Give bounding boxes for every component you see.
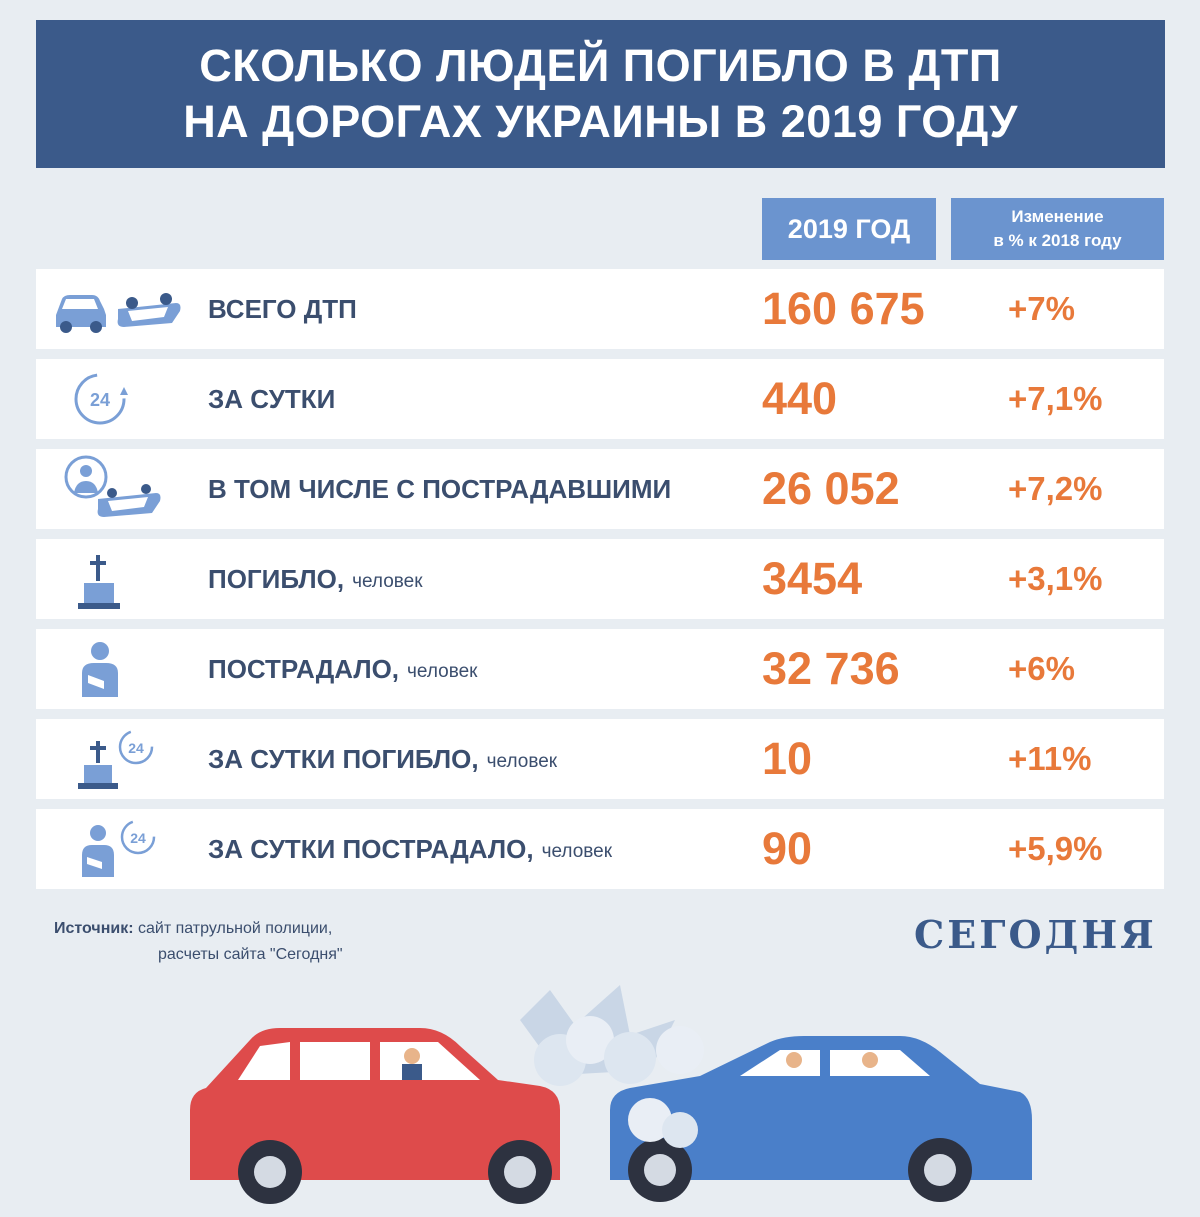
- grave-24-icon: 24: [78, 729, 154, 789]
- svg-text:24: 24: [90, 390, 110, 410]
- row-label-text: ПОСТРАДАЛО,: [208, 653, 400, 684]
- title-line-1: СКОЛЬКО ЛЮДЕЙ ПОГИБЛО В ДТП: [199, 40, 1002, 91]
- column-header-change: Изменение в % к 2018 году: [951, 198, 1164, 260]
- table-row: ВСЕГО ДТП 160 675 +7%: [36, 269, 1164, 349]
- change-header-line-2: в % к 2018 году: [993, 231, 1122, 250]
- table-row: В ТОМ ЧИСЛЕ С ПОСТРАДАВШИМИ 26 052 +7,2%: [36, 449, 1164, 529]
- source-line-2: расчеты сайта "Сегодня": [158, 946, 343, 963]
- row-change-pct: +6%: [1008, 650, 1075, 687]
- row-change-pct: +11%: [1008, 740, 1092, 777]
- column-header-2019: 2019 ГОД: [762, 198, 936, 260]
- crashed-cars-icon: [56, 293, 181, 333]
- row-value-2019: 26 052: [762, 463, 900, 514]
- svg-text:24: 24: [128, 740, 144, 756]
- row-change-pct: +7,2%: [1008, 470, 1103, 507]
- row-label-text: ЗА СУТКИ ПОСТРАДАЛО,: [208, 833, 534, 864]
- row-label: ПОГИБЛО, человек: [208, 539, 423, 619]
- row-label-text: ПОГИБЛО,: [208, 563, 345, 594]
- row-change-pct: +5,9%: [1008, 830, 1103, 867]
- table-row: 24 ЗА СУТКИ 440 +7,1%: [36, 359, 1164, 439]
- title-banner: СКОЛЬКО ЛЮДЕЙ ПОГИБЛО В ДТП НА ДОРОГАХ У…: [36, 20, 1165, 168]
- change-header-line-1: Изменение: [1011, 207, 1104, 226]
- row-unit: человек: [486, 751, 558, 772]
- row-value-2019: 160 675: [762, 283, 925, 334]
- row-change-pct: +7%: [1008, 290, 1075, 327]
- title-line-2: НА ДОРОГАХ УКРАИНЫ В 2019 ГОДУ: [183, 96, 1018, 147]
- row-label: ЗА СУТКИ ПОСТРАДАЛО, человек: [208, 809, 612, 889]
- row-unit: человек: [407, 661, 478, 682]
- row-value-2019: 440: [762, 373, 838, 424]
- row-label: ЗА СУТКИ ПОГИБЛО, человек: [208, 719, 557, 799]
- source-note: Источник: сайт патрульной полиции, расче…: [54, 916, 414, 968]
- row-value-2019: 32 736: [762, 643, 900, 694]
- row-value-2019: 10: [762, 733, 813, 784]
- table-row: 24 ЗА СУТКИ ПОСТРАДАЛО, человек 90 +5,9%: [36, 809, 1164, 889]
- row-label-text: В ТОМ ЧИСЛЕ С ПОСТРАДАВШИМИ: [208, 473, 672, 504]
- car-crash-illustration: [190, 985, 1032, 1204]
- injured-person-car-icon: [64, 455, 161, 517]
- source-label: Источник:: [54, 920, 134, 937]
- injured-person-24-icon: 24: [82, 819, 156, 877]
- row-value-2019: 90: [762, 823, 813, 874]
- row-label: ПОСТРАДАЛО, человек: [208, 629, 478, 709]
- row-label: ВСЕГО ДТП: [208, 269, 357, 349]
- table-row: 24 ЗА СУТКИ ПОГИБЛО, человек 10 +11%: [36, 719, 1164, 799]
- injured-person-icon: [82, 642, 118, 697]
- row-unit: человек: [541, 841, 613, 862]
- row-label-text: ЗА СУТКИ: [208, 383, 336, 414]
- brand-logo: СЕГОДНЯ: [914, 912, 1157, 957]
- grave-icon: [78, 555, 120, 609]
- row-label-text: ЗА СУТКИ ПОГИБЛО,: [208, 743, 479, 774]
- table-row: ПОСТРАДАЛО, человек 32 736 +6%: [36, 629, 1164, 709]
- row-label: ЗА СУТКИ: [208, 359, 335, 439]
- row-change-pct: +3,1%: [1008, 560, 1103, 597]
- row-label: В ТОМ ЧИСЛЕ С ПОСТРАДАВШИМИ: [208, 449, 671, 529]
- row-change-pct: +7,1%: [1008, 380, 1103, 417]
- source-line-1: сайт патрульной полиции,: [137, 920, 333, 937]
- table-row: ПОГИБЛО, человек 3454 +3,1%: [36, 539, 1164, 619]
- row-unit: человек: [352, 571, 423, 592]
- clock-24-icon: 24: [74, 373, 128, 425]
- row-label-text: ВСЕГО ДТП: [208, 293, 357, 324]
- row-value-2019: 3454: [762, 553, 863, 604]
- svg-text:24: 24: [130, 830, 146, 846]
